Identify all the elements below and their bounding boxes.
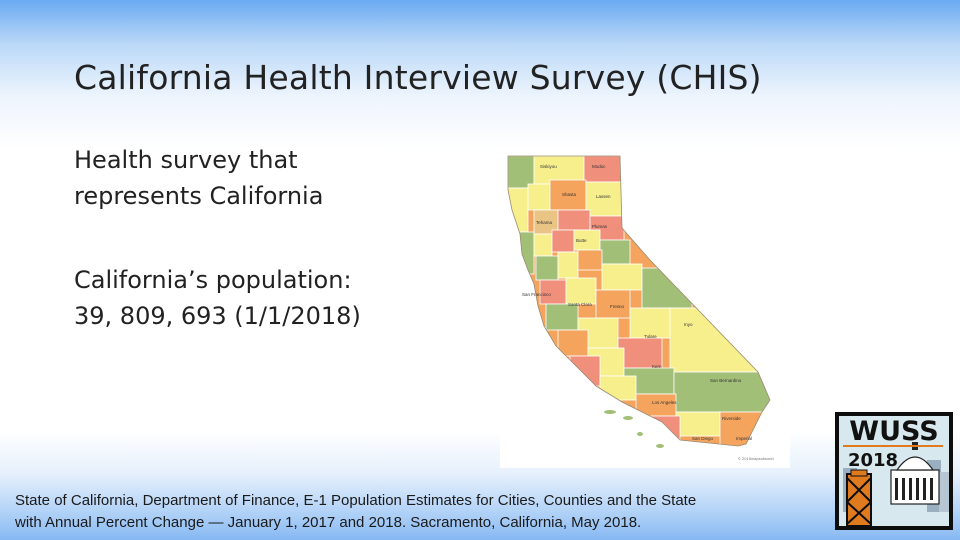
- map-label: Riverside: [722, 416, 741, 421]
- map-label: Tehama: [536, 220, 553, 225]
- bullet-line: California’s population:: [74, 266, 352, 294]
- california-map-graphic: Siskiyou Modoc Shasta Lassen Plumas Teha…: [507, 155, 774, 461]
- map-label: San Diego: [692, 436, 714, 441]
- bullet-health-survey: Health survey that represents California: [74, 142, 474, 214]
- top-gradient-band: [0, 0, 960, 150]
- map-label: Inyo: [684, 322, 693, 327]
- map-label: Plumas: [592, 224, 608, 229]
- map-label: San Francisco: [522, 292, 551, 297]
- map-label: Lassen: [596, 194, 611, 199]
- map-label: Modoc: [592, 164, 606, 169]
- map-label: San Bernardino: [710, 378, 742, 383]
- slide-title: California Health Interview Survey (CHIS…: [74, 58, 762, 97]
- wuss-logo-graphic: WUSS 2018: [835, 412, 953, 530]
- source-citation: State of California, Department of Finan…: [15, 490, 825, 534]
- california-county-map: Siskiyou Modoc Shasta Lassen Plumas Teha…: [500, 150, 790, 468]
- citation-line: State of California, Department of Finan…: [15, 492, 697, 509]
- map-label: Butte: [576, 238, 587, 243]
- map-label: Los Angeles: [652, 400, 677, 405]
- wuss-2018-logo: WUSS 2018: [835, 412, 953, 530]
- citation-line: with Annual Percent Change — January 1, …: [15, 514, 642, 531]
- map-label: Santa Clara: [568, 302, 592, 307]
- logo-year-text: 2018: [848, 450, 898, 471]
- bullet-line: 39, 809, 693 (1/1/2018): [74, 302, 361, 330]
- map-label: Siskiyou: [540, 164, 557, 169]
- map-label: Fresno: [610, 304, 625, 309]
- map-credit: © 2015mapsofworld: [738, 456, 774, 461]
- bullet-line: Health survey that: [74, 146, 298, 174]
- bullet-line: represents California: [74, 182, 324, 210]
- bullet-population: California’s population: 39, 809, 693 (1…: [74, 262, 474, 334]
- logo-name-text: WUSS: [849, 416, 938, 447]
- map-label: Imperial: [736, 436, 752, 441]
- bottom-gradient-band: [0, 430, 960, 540]
- map-label: Kern: [652, 364, 662, 369]
- map-label: Tulare: [644, 334, 657, 339]
- map-label: Shasta: [562, 192, 577, 197]
